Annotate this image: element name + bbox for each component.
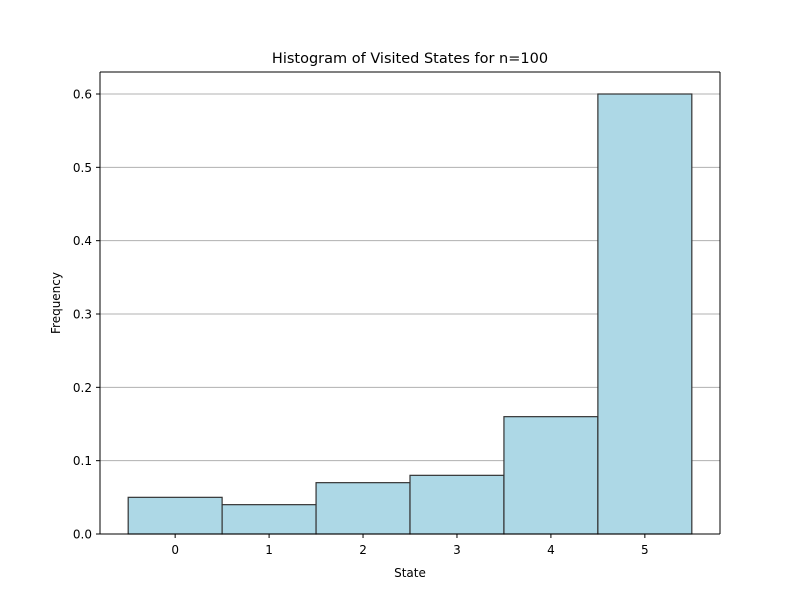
x-tick-label: 3	[453, 543, 461, 557]
histogram-bar	[315, 482, 411, 535]
axes-frame	[99, 71, 721, 535]
histogram-bar	[503, 416, 599, 535]
histogram-bar	[127, 496, 223, 535]
x-tick-label: 2	[359, 543, 367, 557]
x-tick-label: 5	[641, 543, 649, 557]
y-tick-label: 0.2	[73, 381, 92, 395]
y-axis-ticks: 0.0 0.1 0.2 0.3 0.4 0.5 0.6	[73, 88, 100, 542]
x-tick-label: 0	[171, 543, 179, 557]
y-axis-label: Frequency	[49, 272, 63, 334]
chart-title: Histogram of Visited States for n=100	[272, 51, 548, 67]
y-tick-label: 0.3	[73, 308, 92, 322]
y-tick-label: 0.0	[73, 528, 92, 542]
x-tick-label: 4	[547, 543, 555, 557]
y-tick-label: 0.6	[73, 88, 92, 102]
x-axis-label: State	[394, 566, 426, 580]
histogram-bar	[221, 504, 317, 535]
y-tick-label: 0.5	[73, 161, 92, 175]
y-tick-label: 0.4	[73, 234, 92, 248]
y-tick-label: 0.1	[73, 454, 92, 468]
x-tick-label: 1	[265, 543, 273, 557]
x-axis-ticks: 0 1 2 3 4 5	[171, 534, 649, 557]
histogram-bar	[409, 474, 505, 535]
histogram-bar	[597, 93, 693, 535]
